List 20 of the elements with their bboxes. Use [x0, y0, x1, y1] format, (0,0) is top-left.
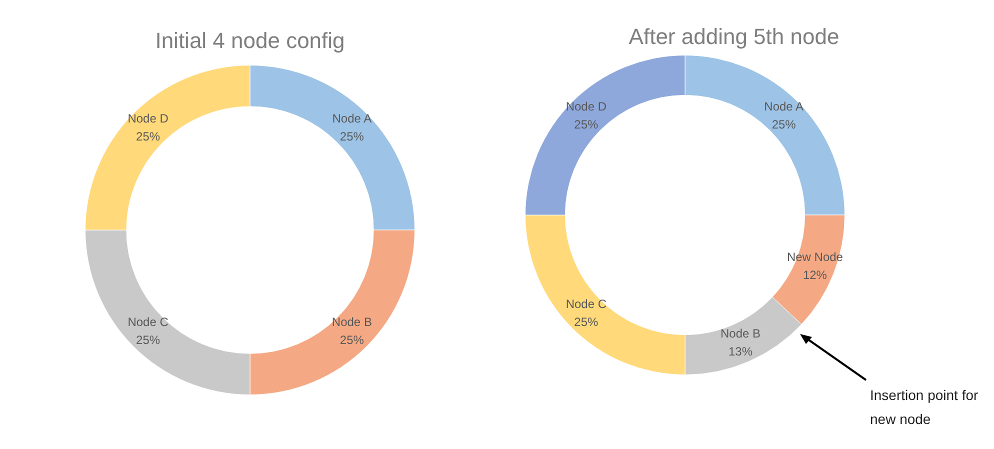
data-label: 25%	[574, 117, 598, 132]
chart-title: Initial 4 node config	[154, 28, 346, 54]
text: Insertion point for new node	[870, 386, 980, 429]
data-label: 25%	[136, 129, 160, 144]
data-label: 12%	[802, 268, 828, 282]
data-label: 25%	[340, 129, 364, 144]
slice-label: Node C	[566, 297, 607, 312]
data-label: 25%	[574, 315, 598, 330]
slice-label: Node D	[566, 99, 607, 114]
slice-label: Node B	[720, 326, 761, 341]
data-label: 13%	[728, 344, 753, 359]
data-label: 25%	[772, 117, 796, 132]
slice-label: Node C	[128, 315, 169, 330]
slice-label: Node D	[128, 111, 169, 126]
chart-title: After adding 5th node	[628, 24, 840, 50]
data-label: 25%	[136, 333, 160, 348]
slice-label: Node B	[332, 315, 372, 330]
slice-label: Node A	[764, 99, 804, 114]
slice-label: Node A	[332, 111, 372, 126]
data-label: 25%	[340, 333, 364, 348]
